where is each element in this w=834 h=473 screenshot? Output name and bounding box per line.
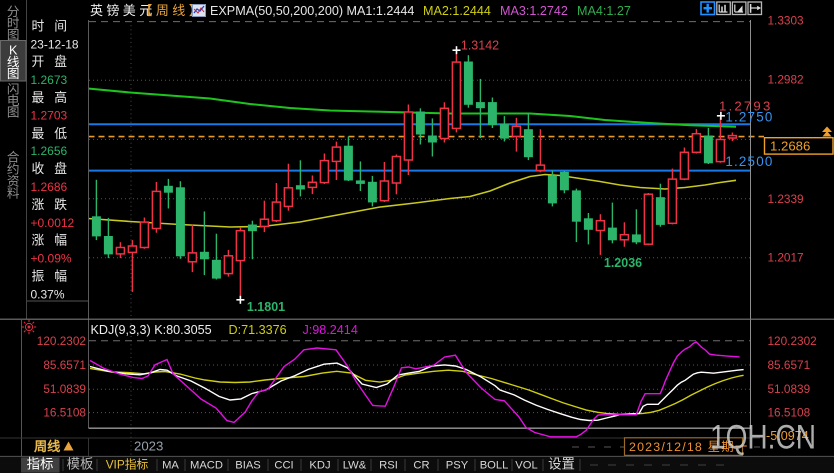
svg-text:约: 约 (7, 162, 20, 176)
svg-text:16.5108: 16.5108 (768, 406, 811, 420)
svg-text:指标: 指标 (27, 457, 54, 472)
svg-text:MA: MA (162, 460, 179, 472)
svg-text:EXPMA(50,50,200,200) MA1:1.244: EXPMA(50,50,200,200) MA1:1.2444 (210, 4, 414, 18)
svg-text:1.2686: 1.2686 (770, 139, 810, 154)
svg-text:时 间: 时 间 (32, 19, 71, 34)
svg-text:1.2339: 1.2339 (768, 192, 804, 206)
svg-text:J:98.2414: J:98.2414 (303, 323, 358, 337)
svg-text:0.37%: 0.37% (31, 288, 65, 302)
svg-text:设置: 设置 (548, 457, 575, 472)
svg-text:-5.0974: -5.0974 (766, 429, 809, 443)
svg-text:1.2673: 1.2673 (31, 73, 68, 87)
svg-text:料: 料 (7, 186, 20, 200)
svg-text:涨 幅: 涨 幅 (32, 233, 71, 248)
svg-text:+0.09%: +0.09% (31, 252, 72, 266)
svg-text:振 幅: 振 幅 (32, 269, 71, 284)
svg-text:1.2793: 1.2793 (719, 99, 773, 114)
svg-text:线: 线 (7, 55, 20, 69)
svg-text:资: 资 (7, 174, 20, 188)
svg-text:1.2703: 1.2703 (31, 108, 68, 122)
svg-text:51.0839: 51.0839 (768, 382, 811, 396)
svg-text:CCI: CCI (274, 460, 293, 472)
svg-text:D:71.3376: D:71.3376 (229, 323, 287, 337)
svg-text:23-12-18: 23-12-18 (31, 37, 79, 51)
svg-text:120.2302: 120.2302 (37, 334, 86, 348)
svg-text:120.2302: 120.2302 (768, 334, 817, 348)
svg-text:PSY: PSY (446, 460, 469, 472)
svg-text:1.1801: 1.1801 (247, 300, 285, 314)
svg-text:1.2750: 1.2750 (725, 109, 773, 124)
svg-text:周线: 周线 (34, 438, 60, 454)
svg-text:MA2:1.2444: MA2:1.2444 (423, 4, 491, 18)
svg-text:涨 跌: 涨 跌 (32, 197, 71, 212)
svg-text:16.5108: 16.5108 (43, 406, 86, 420)
svg-text:1.3303: 1.3303 (768, 14, 805, 28)
svg-text:收 盘: 收 盘 (32, 161, 71, 176)
svg-text:MACD: MACD (190, 460, 223, 472)
svg-text:CR: CR (413, 460, 429, 472)
svg-text:1.2656: 1.2656 (31, 144, 68, 158)
svg-text:图: 图 (7, 67, 20, 81)
svg-text:K: K (9, 43, 18, 57)
svg-text:1.2686: 1.2686 (31, 180, 68, 194)
svg-text:2023/12/18 星期一: 2023/12/18 星期一 (629, 440, 748, 454)
svg-text:2023: 2023 (134, 438, 163, 453)
svg-text:KDJ(9,3,3) K:80.3055: KDJ(9,3,3) K:80.3055 (91, 323, 212, 337)
svg-text:RSI: RSI (379, 460, 398, 472)
svg-text:分: 分 (7, 5, 20, 19)
svg-text:51.0839: 51.0839 (43, 382, 86, 396)
svg-text:VOL: VOL (515, 460, 537, 472)
svg-text:开 盘: 开 盘 (32, 54, 71, 69)
svg-text:1.3142: 1.3142 (461, 39, 499, 53)
svg-text:图: 图 (7, 105, 20, 119)
svg-text:85.6571: 85.6571 (768, 358, 811, 372)
svg-text:合: 合 (7, 150, 20, 164)
svg-text:MA3:1.2742: MA3:1.2742 (500, 4, 568, 18)
svg-text:1.2982: 1.2982 (768, 73, 804, 87)
svg-text:电: 电 (7, 94, 20, 108)
svg-text:时: 时 (7, 16, 20, 30)
svg-text:BIAS: BIAS (235, 460, 261, 472)
svg-text:闪: 闪 (7, 82, 20, 96)
svg-text:图: 图 (7, 28, 20, 42)
svg-text:英镑美元: 英镑美元 (90, 3, 156, 18)
svg-text:最 低: 最 低 (32, 126, 71, 141)
svg-text:VIP指标: VIP指标 (106, 458, 149, 472)
svg-text:1.2036: 1.2036 (604, 256, 642, 270)
svg-text:MA4:1.27: MA4:1.27 (577, 4, 631, 18)
svg-text:1.2500: 1.2500 (725, 154, 773, 169)
svg-text:【周线】: 【周线】 (140, 3, 206, 18)
svg-text:1.2017: 1.2017 (768, 251, 804, 265)
svg-text:+0.0012: +0.0012 (31, 216, 75, 230)
svg-text:BOLL: BOLL (480, 460, 509, 472)
svg-text:LW&: LW& (343, 460, 367, 472)
svg-text:KDJ: KDJ (309, 460, 330, 472)
svg-text:最 高: 最 高 (32, 90, 71, 105)
svg-text:1QH.CN: 1QH.CN (710, 419, 816, 457)
svg-text:85.6571: 85.6571 (43, 358, 86, 372)
svg-text:模板: 模板 (67, 457, 94, 472)
